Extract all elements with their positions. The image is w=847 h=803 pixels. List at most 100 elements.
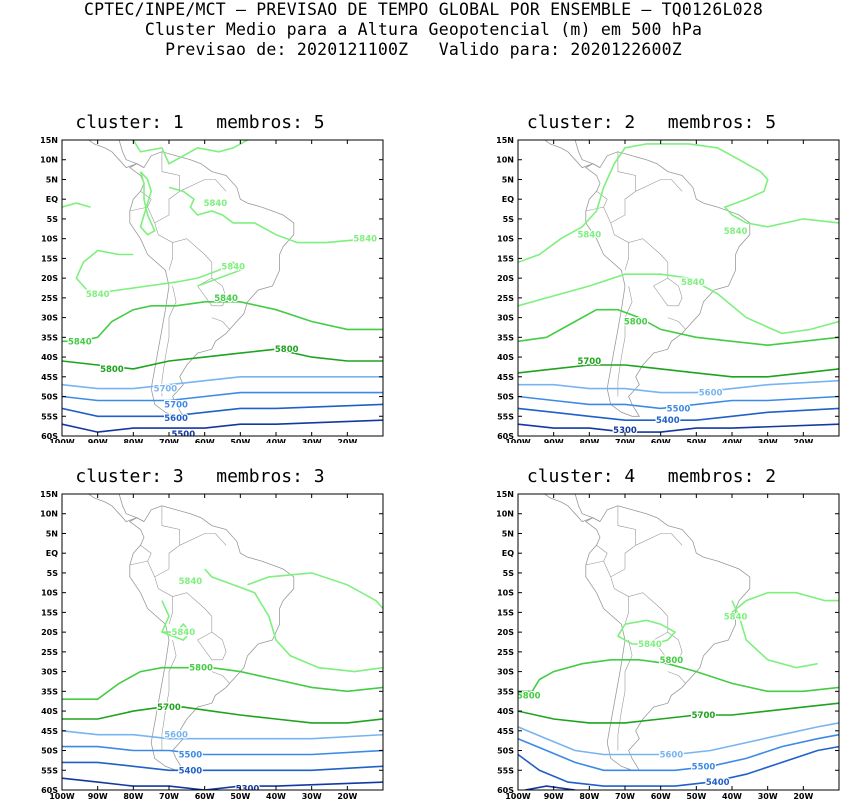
lon-tick-label: 30W: [758, 792, 778, 801]
contour-line: [518, 659, 839, 693]
header: CPTEC/INPE/MCT – PREVISAO DE TEMPO GLOBA…: [0, 0, 847, 60]
lon-tick-label: 80W: [579, 792, 599, 801]
contour-label: 5500: [692, 762, 716, 772]
central-america-coastline: [544, 140, 601, 169]
lat-tick-label: 15N: [496, 136, 514, 145]
contour-line: [132, 140, 248, 165]
lon-tick-label: 60W: [651, 792, 671, 801]
lon-tick-label: 60W: [195, 438, 215, 443]
contour-line: [731, 591, 839, 614]
lat-tick-label: 5N: [502, 176, 514, 185]
lon-tick-label: 40W: [722, 438, 742, 443]
contour-label: 5800: [189, 664, 213, 674]
country-border: [211, 671, 230, 684]
contour-line: [62, 376, 383, 390]
contour-label: 5840: [171, 628, 195, 638]
lon-tick-label: 100W: [505, 792, 531, 801]
lat-tick-label: 50S: [41, 393, 58, 402]
lat-tick-label: 5S: [47, 569, 59, 578]
contour-line: [204, 568, 383, 673]
lon-tick-label: 50W: [686, 792, 706, 801]
contour-label: 5600: [164, 414, 188, 424]
contour-line: [62, 301, 383, 343]
lat-tick-label: 60S: [41, 432, 58, 441]
panel-cluster-4: cluster: 4 membros: 2 5840 5840 5800 5800 57…: [456, 462, 847, 803]
contour-line: [518, 702, 839, 724]
lat-tick-label: 45S: [497, 373, 514, 382]
lon-tick-label: 50W: [230, 792, 250, 801]
lat-tick-label: 5S: [503, 569, 515, 578]
country-border: [161, 639, 177, 751]
map-cluster-2: 5840 5840 5840 5800 5700 5600 5500 5400 5300 15N 1…: [496, 136, 840, 443]
contour-label: 5840: [86, 290, 110, 300]
lat-tick-label: 15S: [41, 608, 58, 617]
lat-tick-label: 15N: [40, 490, 58, 499]
contour-label: 5300: [236, 784, 260, 794]
lat-tick-label: 55S: [497, 412, 514, 421]
contour-line: [518, 722, 839, 756]
lat-tick-label: 45S: [41, 373, 58, 382]
contour-label: 5840: [681, 278, 705, 288]
central-america-coastline: [573, 494, 594, 519]
contour-label: 5400: [656, 416, 680, 426]
contour-line: [518, 407, 839, 421]
lat-tick-label: 60S: [497, 786, 514, 795]
lat-tick-label: 10N: [496, 156, 514, 165]
lon-tick-label: 100W: [49, 438, 75, 443]
central-america-coastline: [573, 140, 594, 165]
contour-line: [518, 143, 839, 264]
contour-line: [62, 745, 383, 756]
lon-tick-label: 60W: [195, 792, 215, 801]
lat-tick-label: 20S: [41, 628, 58, 637]
contour-line: [62, 706, 383, 724]
contour-label: 5600: [164, 731, 188, 741]
panel-cluster-2: cluster: 2 membros: 5 5840 5840 5840 5800 57…: [456, 108, 847, 443]
lon-tick-label: 90W: [88, 792, 108, 801]
contour-line: [62, 777, 383, 790]
contour-line: [62, 730, 383, 740]
contour-label: 5840: [179, 577, 203, 587]
contour-label: 5800: [624, 318, 648, 328]
lon-tick-label: 70W: [615, 792, 635, 801]
lon-tick-label: 60W: [651, 438, 671, 443]
contour-label: 5300: [613, 426, 637, 436]
contour-label: 5840: [353, 235, 377, 245]
lat-tick-label: 5N: [46, 530, 58, 539]
lon-tick-label: 30W: [302, 792, 322, 801]
panel-title: cluster: 1 membros: 5: [75, 112, 325, 133]
map-cluster-3: 5840 5840 5800 5700 5600 5500 5400 5300 15N 10N 5N…: [40, 490, 384, 801]
lat-tick-label: 35S: [41, 687, 58, 696]
contour-line: [160, 600, 192, 641]
panel-cluster-1: cluster: 1 membros: 5 5840 5840 5840 5840 58…: [0, 108, 400, 443]
lat-tick-label: 10N: [496, 510, 514, 519]
central-america-coastline: [117, 140, 138, 165]
map-cluster-4: 5840 5840 5800 5800 5700 5600 5500 5400 15N 10N 5N…: [496, 490, 840, 801]
lat-tick-label: 55S: [41, 412, 58, 421]
contour-label: 5800: [660, 656, 684, 666]
contour-label: 5840: [204, 199, 228, 209]
lat-tick-label: 25S: [497, 648, 514, 657]
contour-line: [616, 619, 677, 645]
lat-tick-label: 15N: [40, 136, 58, 145]
lat-tick-label: 30S: [497, 668, 514, 677]
map-cluster-1: 5840 5840 5840 5840 5840 5840 5800 5800 5700 5700…: [40, 136, 384, 443]
contour-label: 5800: [517, 691, 541, 701]
lat-tick-label: 15S: [41, 254, 58, 263]
contour-label: 5840: [577, 231, 601, 241]
lon-tick-label: 20W: [337, 438, 357, 443]
lat-tick-label: 10N: [40, 510, 58, 519]
map-frame: [517, 139, 840, 437]
lat-tick-label: EQ: [502, 549, 514, 558]
country-border: [585, 560, 611, 578]
lat-tick-label: 40S: [497, 707, 514, 716]
lat-tick-label: 20S: [497, 628, 514, 637]
lat-tick-label: 40S: [497, 353, 514, 362]
lon-tick-label: 30W: [302, 438, 322, 443]
lon-tick-label: 20W: [337, 792, 357, 801]
country-border: [617, 505, 636, 546]
country-border: [129, 206, 155, 224]
header-line-1: CPTEC/INPE/MCT – PREVISAO DE TEMPO GLOBA…: [84, 0, 763, 19]
contour-line: [62, 761, 383, 772]
lon-tick-label: 90W: [544, 792, 564, 801]
contour-line: [62, 419, 383, 433]
